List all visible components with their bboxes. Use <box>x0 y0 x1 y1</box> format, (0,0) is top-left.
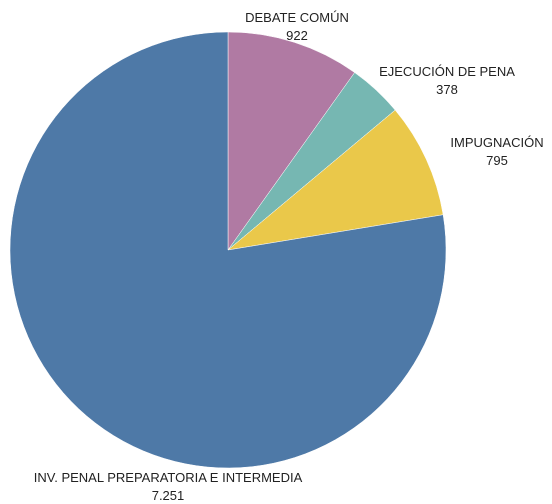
slice-label-name: INV. PENAL PREPARATORIA E INTERMEDIA <box>34 470 303 485</box>
slice-label-value: 378 <box>436 82 458 97</box>
pie-slice <box>9 31 447 469</box>
pie-slices <box>9 31 447 469</box>
slice-label-name: DEBATE COMÚN <box>245 10 349 25</box>
pie-slice <box>227 31 355 251</box>
slice-label-value: 922 <box>286 28 308 43</box>
slice-label-name: EJECUCIÓN DE PENA <box>379 64 515 79</box>
slice-label-value: 795 <box>486 153 508 168</box>
pie-slice <box>227 109 444 251</box>
slice-label-name: IMPUGNACIÓN <box>450 135 543 150</box>
slice-label-value: 7.251 <box>152 488 185 503</box>
